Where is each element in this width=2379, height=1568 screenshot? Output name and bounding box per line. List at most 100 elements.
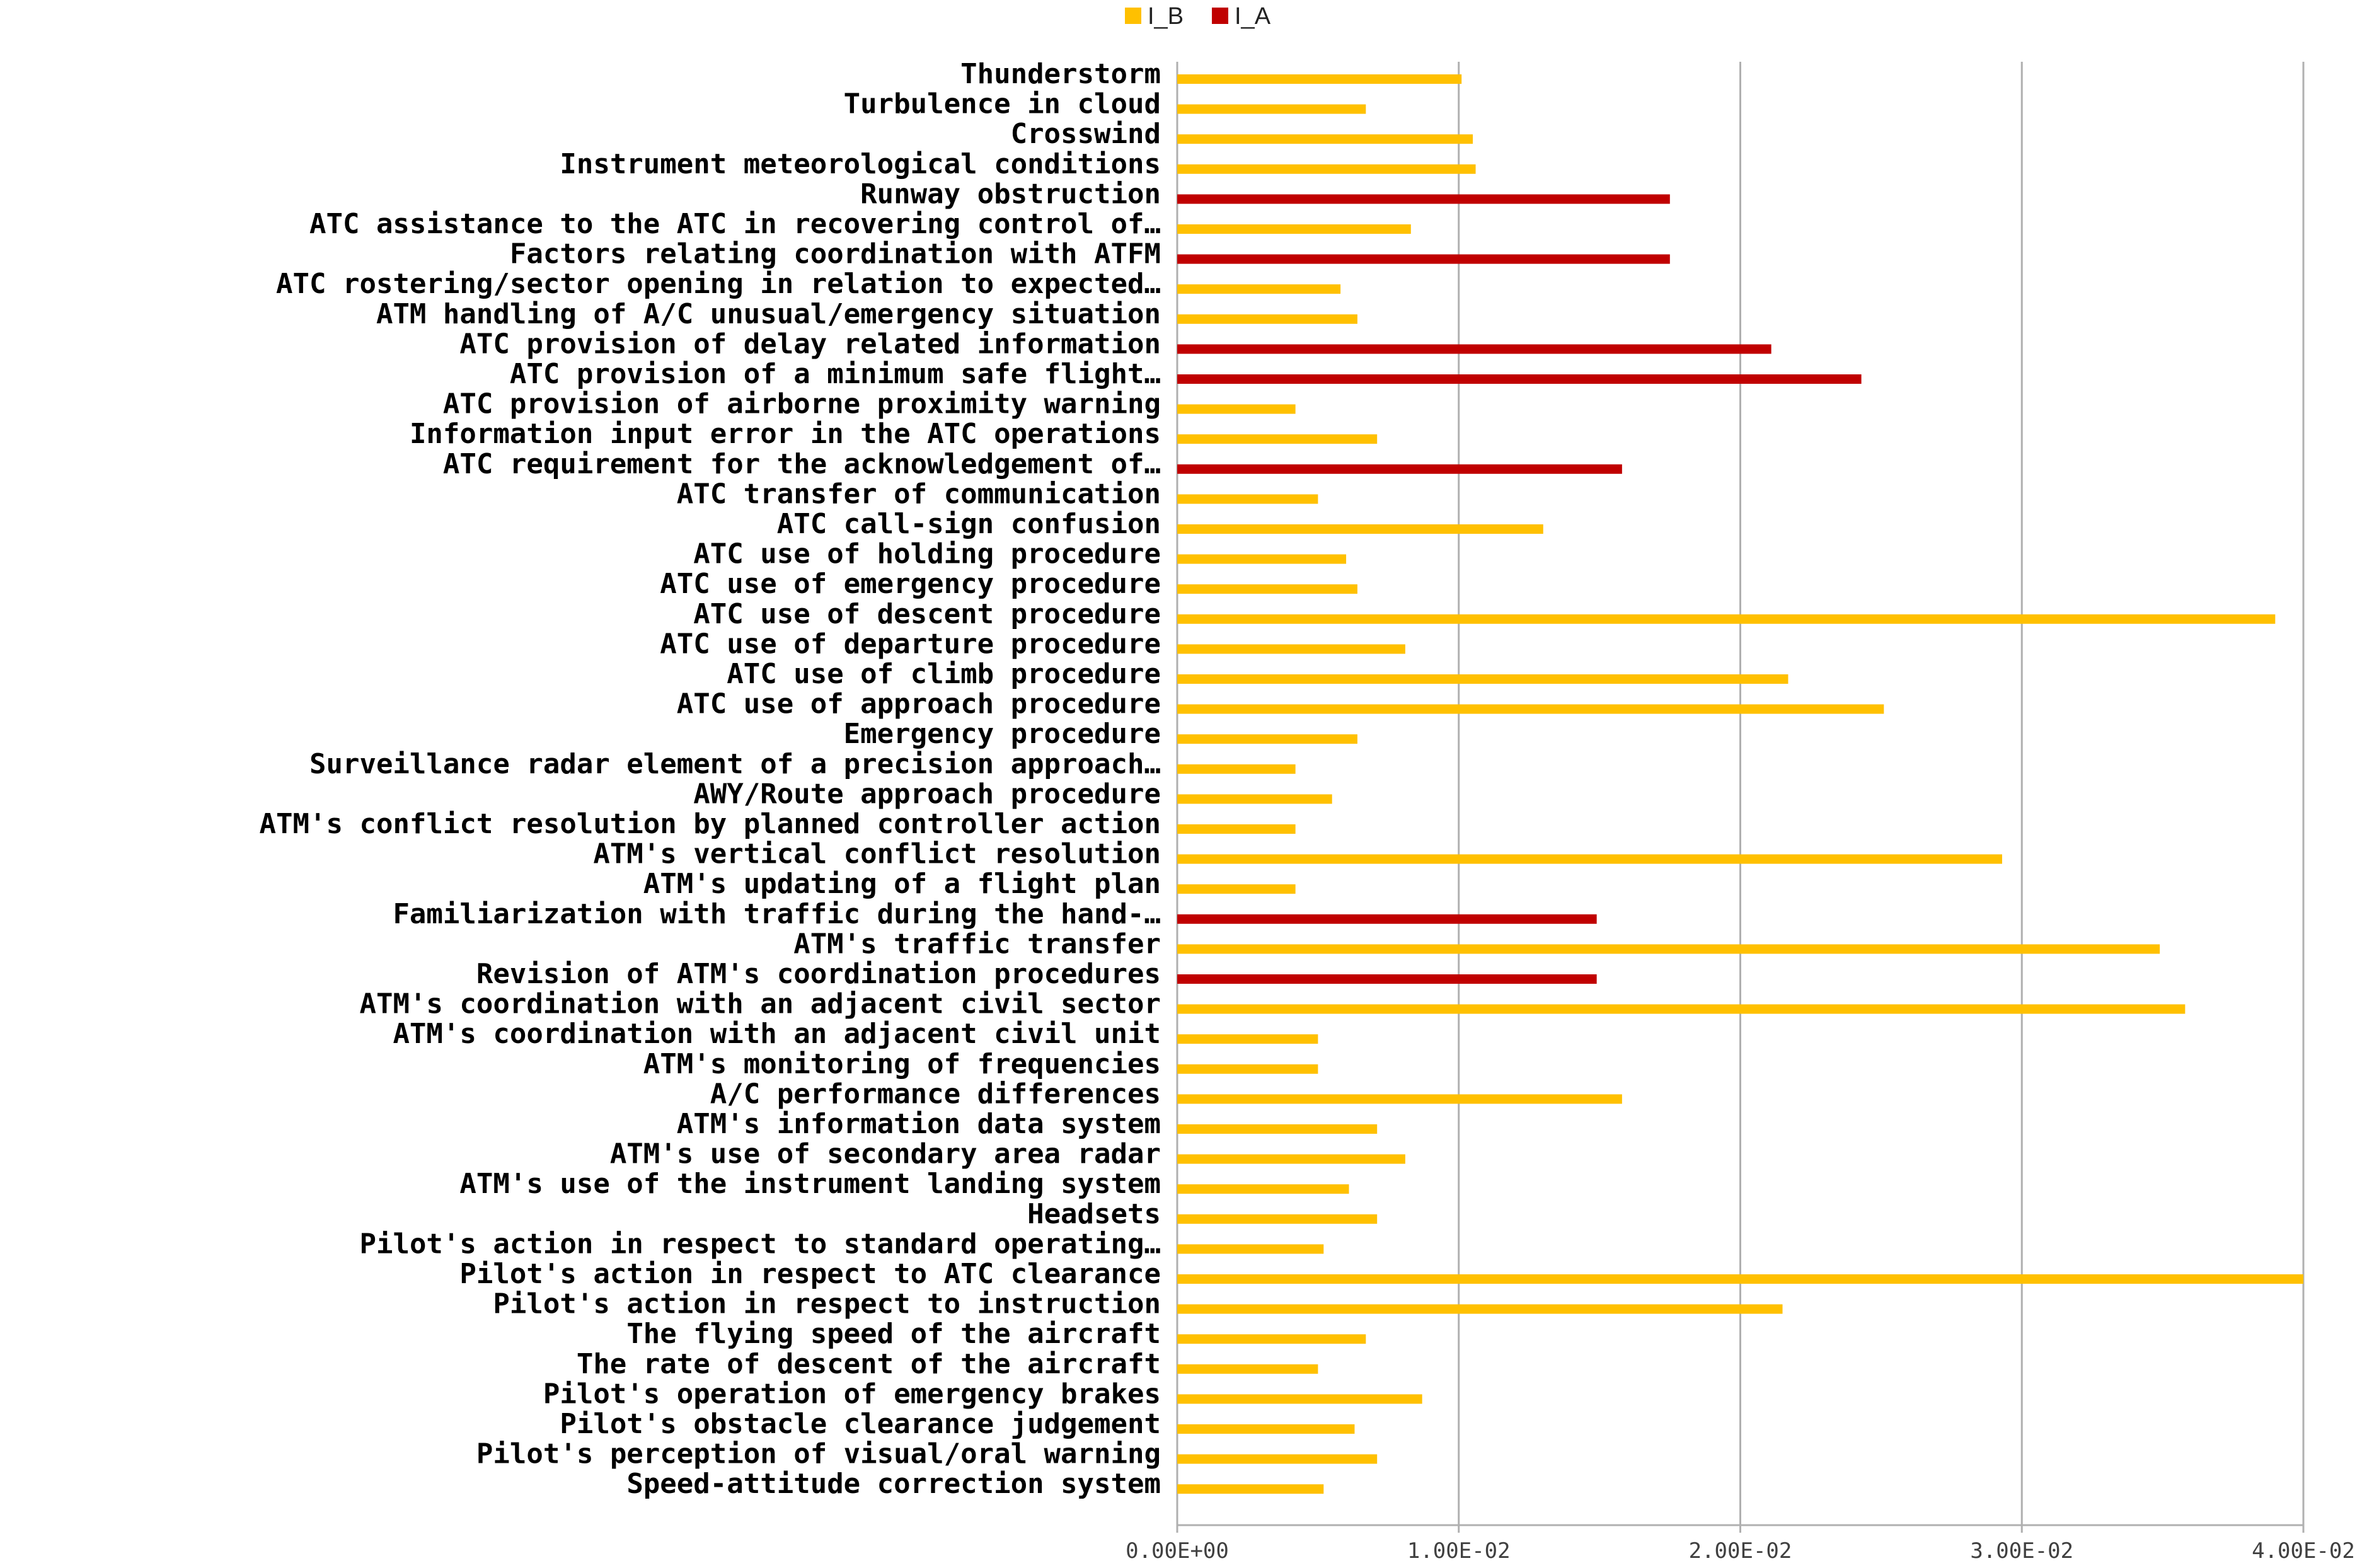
category-label: Pilot's action in respect to instruction [493, 1288, 1161, 1320]
category-label: ATM's coordination with an adjacent civi… [359, 988, 1161, 1020]
bar-i-b [1177, 1304, 1783, 1314]
category-label: Factors relating coordination with ATFM [510, 238, 1161, 270]
category-label: Runway obstruction [860, 178, 1161, 210]
bar-i-b [1177, 284, 1341, 294]
gridlines [1176, 62, 2305, 1526]
category-label: ATM's updating of a flight plan [643, 868, 1161, 900]
bar-i-b [1177, 824, 1296, 834]
bar-i-b [1177, 1334, 1366, 1344]
category-label: Pilot's action in respect to ATC clearan… [459, 1258, 1161, 1290]
category-label: Pilot's perception of visual/oral warnin… [476, 1438, 1161, 1470]
category-label: Pilot's operation of emergency brakes [543, 1378, 1161, 1410]
legend-swatch [1212, 8, 1228, 24]
x-axis-ticks: 0.00E+00 1.00E-02 2.00E-02 3.00E-02 4.00E-02 [1126, 1525, 2355, 1564]
bar-i-b [1177, 1124, 1378, 1134]
bar-i-b [1177, 1154, 1405, 1164]
bar-i-b [1177, 734, 1357, 744]
bar-i-b [1177, 434, 1378, 444]
category-label: Headsets [1027, 1198, 1161, 1230]
category-label: Surveillance radar element of a precisio… [309, 748, 1161, 780]
category-label: ATC assistance to the ATC in recovering … [309, 208, 1161, 240]
bar-i-b [1177, 854, 2002, 864]
category-label: Instrument meteorological conditions [560, 148, 1161, 180]
category-label: ATM's conflict resolution by planned con… [260, 808, 1161, 840]
category-label: ATM's coordination with an adjacent civi… [393, 1018, 1161, 1050]
bar-i-b [1177, 164, 1476, 174]
bar-i-b [1177, 764, 1296, 774]
x-tick-label: 0.00E+00 [1126, 1538, 1229, 1564]
category-label: ATC provision of a minimum safe flight… [510, 358, 1161, 390]
legend-label: I_A [1235, 3, 1271, 30]
category-label: Crosswind [1011, 118, 1161, 150]
category-label: ATM's use of secondary area radar [610, 1138, 1161, 1170]
category-label: ATC use of approach procedure [677, 688, 1161, 720]
x-tick-label: 3.00E-02 [1970, 1538, 2073, 1564]
category-label: Speed-attitude correction system [626, 1468, 1161, 1500]
category-label: Information input error in the ATC opera… [410, 418, 1161, 450]
category-label: ATC transfer of communication [677, 478, 1161, 510]
category-label: ATC use of emergency procedure [660, 568, 1161, 600]
legend-label: I_B [1148, 3, 1184, 30]
category-label: Thunderstorm [960, 58, 1161, 90]
bar-i-b [1177, 674, 1789, 684]
bar-i-a [1177, 974, 1597, 984]
legend: I_B I_A [1125, 3, 1271, 30]
category-label: A/C performance differences [710, 1078, 1161, 1110]
category-label: AWY/Route approach procedure [693, 778, 1161, 810]
bar-i-b [1177, 494, 1318, 504]
bar-i-a [1177, 344, 1771, 354]
bar-i-b [1177, 1004, 2186, 1014]
bar-i-a [1177, 464, 1622, 474]
bar-i-b [1177, 644, 1405, 654]
category-label: The flying speed of the aircraft [626, 1318, 1161, 1350]
category-label: ATM's information data system [677, 1108, 1161, 1140]
bar-i-b [1177, 554, 1347, 564]
bar-i-a [1177, 254, 1670, 264]
bars [1177, 74, 2303, 1494]
bar-i-b [1177, 74, 1462, 84]
bar-i-b [1177, 134, 1473, 144]
category-label: ATC provision of delay related informati… [459, 328, 1161, 360]
bar-i-b [1177, 794, 1332, 804]
category-label: ATC provision of airborne proximity warn… [443, 388, 1161, 420]
category-label: ATC use of descent procedure [693, 598, 1161, 630]
bar-i-b [1177, 524, 1543, 534]
category-label: Turbulence in cloud [844, 88, 1161, 120]
bar-i-b [1177, 1064, 1318, 1074]
bar-i-b [1177, 1454, 1378, 1464]
bar-i-b [1177, 944, 2160, 954]
bar-i-b [1177, 584, 1357, 594]
category-label: ATM handling of A/C unusual/emergency si… [376, 298, 1161, 330]
category-label: Familiarization with traffic during the … [393, 898, 1161, 930]
category-label: Emergency procedure [844, 718, 1161, 750]
x-tick-label: 1.00E-02 [1407, 1538, 1511, 1564]
bar-i-b [1177, 1274, 2303, 1284]
category-label: ATC use of climb procedure [727, 658, 1161, 690]
bar-i-b [1177, 884, 1296, 894]
category-label: ATC use of holding procedure [693, 538, 1161, 570]
category-label: ATC use of departure procedure [660, 628, 1161, 660]
x-tick-label: 2.00E-02 [1689, 1538, 1792, 1564]
category-label: ATM's use of the instrument landing syst… [459, 1168, 1161, 1200]
bar-i-b [1177, 1094, 1622, 1104]
bar-i-a [1177, 194, 1670, 204]
category-label: Revision of ATM's coordination procedure… [476, 958, 1161, 990]
bar-i-a [1177, 914, 1597, 924]
bar-i-b [1177, 224, 1411, 234]
bar-i-b [1177, 1244, 1324, 1254]
category-label: The rate of descent of the aircraft [577, 1348, 1161, 1380]
bar-i-b [1177, 1394, 1422, 1404]
bar-i-b [1177, 104, 1366, 114]
bar-i-b [1177, 614, 2276, 624]
category-label: ATC call-sign confusion [777, 508, 1161, 540]
category-label: Pilot's obstacle clearance judgement [560, 1408, 1161, 1440]
bar-i-b [1177, 1424, 1355, 1434]
legend-swatch [1125, 8, 1141, 24]
bar-i-b [1177, 1034, 1318, 1044]
category-label: ATM's monitoring of frequencies [643, 1048, 1161, 1080]
bar-i-b [1177, 704, 1884, 714]
x-tick-label: 4.00E-02 [2252, 1538, 2355, 1564]
